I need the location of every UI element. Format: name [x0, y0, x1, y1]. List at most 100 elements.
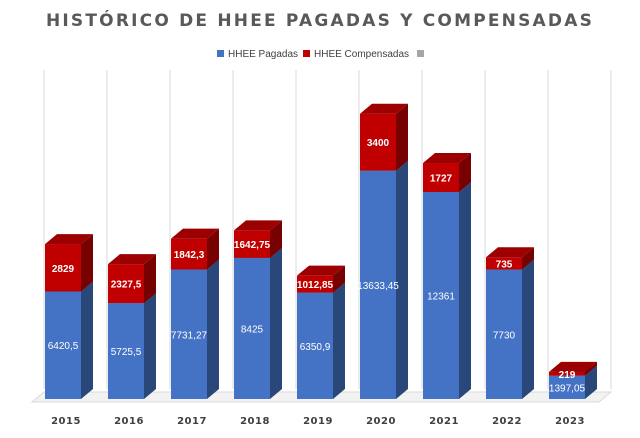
- bar-compensadas-2016-side: [144, 254, 156, 304]
- x-tick-2019: 2019: [303, 416, 333, 427]
- legend-swatch-pagadas: [217, 50, 224, 57]
- bar-compensadas-2022-side: [522, 247, 534, 270]
- bar-pagadas-2022: [486, 259, 534, 399]
- x-tick-2016: 2016: [114, 416, 144, 427]
- bar-compensadas-2015-front: [45, 244, 81, 292]
- legend-label-compensadas: HHEE Compensadas: [314, 49, 409, 60]
- data-label-pagadas-2023: 1397,05: [549, 383, 586, 394]
- bar-pagadas-2022-front: [486, 269, 522, 399]
- data-label-pagadas-2021: 12361: [427, 291, 455, 302]
- bar-pagadas-2016-side: [144, 293, 156, 399]
- bar-pagadas-2020-side: [396, 160, 408, 399]
- bar-compensadas-2023-top: [549, 361, 597, 372]
- bar-pagadas-2023-front: [549, 375, 585, 399]
- bar-pagadas-2018-side: [270, 247, 282, 399]
- bar-compensadas-2019: [297, 265, 345, 293]
- bar-compensadas-2020-front: [360, 113, 396, 171]
- bar-compensadas-2017-side: [207, 228, 219, 270]
- bar-compensadas-2019-side: [333, 265, 345, 293]
- bar-compensadas-2018-top: [234, 220, 282, 231]
- data-label-pagadas-2015: 6420,5: [48, 341, 79, 352]
- chart-title: HISTÓRICO DE HHEE PAGADAS Y COMPENSADAS: [46, 9, 594, 31]
- data-label-pagadas-2018: 8425: [241, 324, 264, 335]
- bar-pagadas-2019: [297, 282, 345, 399]
- grid: [43, 70, 612, 389]
- bar-pagadas-2023-side: [585, 365, 597, 399]
- bar-compensadas-2018-side: [270, 220, 282, 258]
- data-label-compensadas-2017: 1842,3: [174, 250, 205, 261]
- x-axis-ticks: 2015 2016 2017 2018 2019 2020 2021 2022 2023: [51, 416, 585, 427]
- data-label-compensadas-2018: 1642,75: [234, 240, 271, 251]
- data-label-compensadas-2020: 3400: [367, 138, 390, 149]
- bar-pagadas-2016-front: [108, 303, 144, 399]
- bar-compensadas-2023-side: [585, 361, 597, 376]
- x-tick-2018: 2018: [240, 416, 270, 427]
- x-tick-2023: 2023: [555, 416, 585, 427]
- data-label-compensadas-2021: 1727: [430, 173, 453, 184]
- bar-pagadas-2022-side: [522, 259, 534, 399]
- bar-compensadas-2021-side: [459, 153, 471, 192]
- bar-compensadas-2022: [486, 247, 534, 270]
- legend: HHEE Pagadas HHEE Compensadas: [217, 49, 424, 60]
- bar-compensadas-2017-front: [171, 238, 207, 270]
- bar-compensadas-2021-front: [423, 163, 459, 192]
- bar-compensadas-2016: [108, 254, 156, 304]
- data-label-compensadas-2019: 1012,85: [297, 280, 334, 291]
- bar-pagadas-2018: [234, 247, 282, 399]
- data-label-pagadas-2022: 7730: [493, 330, 516, 341]
- bar-compensadas-2016-front: [108, 264, 144, 304]
- bar-compensadas-2017: [171, 228, 219, 270]
- legend-label-pagadas: HHEE Pagadas: [228, 49, 298, 60]
- bar-pagadas-2017-side: [207, 259, 219, 399]
- bar-pagadas-2020-front: [360, 170, 396, 399]
- bar-pagadas-2021-front: [423, 191, 459, 399]
- bar-compensadas-2022-front: [486, 257, 522, 270]
- data-label-pagadas-2020: 13633,45: [357, 281, 399, 292]
- x-tick-2020: 2020: [366, 416, 396, 427]
- bar-compensadas-2023: [549, 361, 597, 376]
- x-tick-2022: 2022: [492, 416, 522, 427]
- data-label-pagadas-2016: 5725,5: [111, 347, 142, 358]
- legend-swatch-extra: [417, 50, 424, 57]
- data-label-pagadas-2017: 7731,27: [171, 330, 208, 341]
- bar-pagadas-2015-front: [45, 291, 81, 399]
- bar-pagadas-2017: [171, 259, 219, 399]
- bar-compensadas-2016-top: [108, 254, 156, 265]
- bar-pagadas-2019-side: [333, 282, 345, 399]
- bar-compensadas-2023-front: [549, 371, 585, 376]
- bar-pagadas-2015-side: [81, 281, 93, 399]
- bar-compensadas-2022-top: [486, 247, 534, 258]
- bar-pagadas-2018-front: [234, 257, 270, 399]
- bar-pagadas-2017-front: [171, 269, 207, 399]
- bar-compensadas-2015: [45, 234, 93, 292]
- bar-pagadas-2016: [108, 293, 156, 399]
- bar-pagadas-2019-front: [297, 292, 333, 399]
- bar-compensadas-2020-top: [360, 103, 408, 114]
- bar-compensadas-2020: [360, 103, 408, 171]
- bar-compensadas-2021: [423, 153, 471, 192]
- bar-pagadas-2015: [45, 281, 93, 399]
- bar-compensadas-2018: [234, 220, 282, 258]
- bar-compensadas-2015-side: [81, 234, 93, 292]
- data-label-compensadas-2016: 2327,5: [111, 280, 142, 291]
- bar-compensadas-2021-top: [423, 153, 471, 164]
- x-tick-2015: 2015: [51, 416, 81, 427]
- bar-compensadas-2020-side: [396, 103, 408, 171]
- legend-swatch-compensadas: [303, 50, 310, 57]
- data-labels: 6420,5 2829 5725,5 2327,5 7731,27 1842,3 8425 1…: [48, 138, 586, 394]
- bars: [45, 103, 597, 399]
- data-label-pagadas-2019: 6350,9: [300, 342, 331, 353]
- bar-compensadas-2017-top: [171, 228, 219, 239]
- bar-pagadas-2021-side: [459, 181, 471, 399]
- x-tick-2017: 2017: [177, 416, 207, 427]
- x-tick-2021: 2021: [429, 416, 459, 427]
- bar-compensadas-2015-top: [45, 234, 93, 245]
- bar-compensadas-2018-front: [234, 230, 270, 258]
- bar-pagadas-2021: [423, 181, 471, 399]
- bar-pagadas-2020: [360, 160, 408, 399]
- bar-compensadas-2019-top: [297, 265, 345, 276]
- data-label-compensadas-2023: 219: [559, 370, 576, 381]
- data-label-compensadas-2022: 735: [496, 259, 513, 270]
- bar-compensadas-2019-front: [297, 275, 333, 293]
